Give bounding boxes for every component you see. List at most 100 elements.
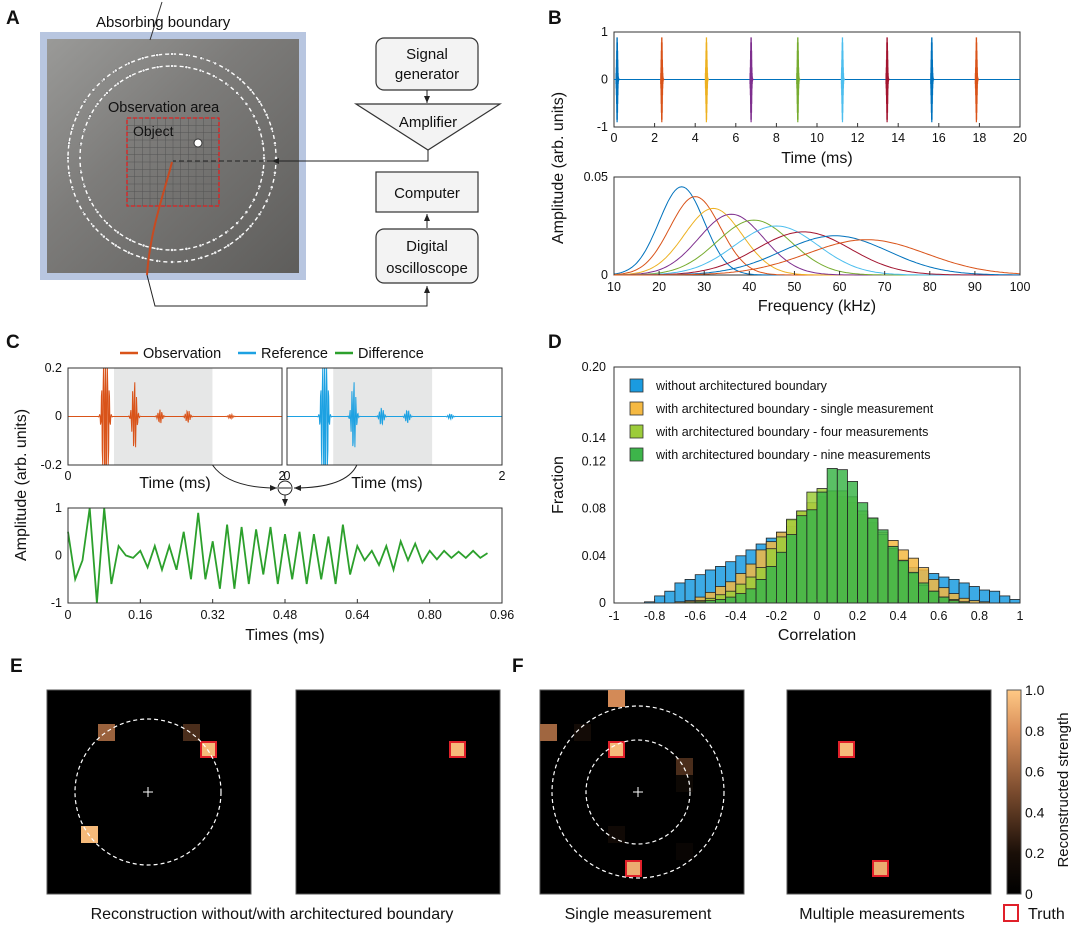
- d-xtick: -0.6: [684, 609, 706, 623]
- d-bar: [654, 595, 666, 604]
- d-xlabel: Correlation: [778, 627, 856, 644]
- resonator-dot: [82, 99, 87, 104]
- resonator-dot: [95, 102, 100, 106]
- c-ylabel: Amplitude (arb. units): [13, 409, 30, 561]
- panel-label-e: E: [10, 656, 23, 677]
- resonator-dot: [235, 91, 239, 95]
- resonator-dot: [75, 112, 80, 117]
- legend-difference: Difference: [358, 346, 424, 362]
- d-bar: [715, 599, 727, 604]
- resonator-dot: [155, 259, 160, 263]
- b-time-xtick: 20: [1013, 131, 1027, 145]
- b-time-ytick: 1: [601, 25, 608, 39]
- d-legend-swatch: [629, 401, 644, 416]
- b-pulse: [840, 37, 845, 123]
- resonator-dot: [66, 156, 70, 160]
- heatmap-cell: [540, 724, 557, 741]
- c-top-ytick: -0.2: [40, 458, 62, 472]
- d-bar: [989, 590, 1001, 604]
- resonator-dot: [78, 156, 82, 160]
- d-bar: [674, 582, 686, 604]
- resonator-dot: [235, 221, 239, 225]
- c-top-ytick: 0: [55, 409, 62, 423]
- resonator-dot: [211, 238, 216, 242]
- resonator-dot: [273, 170, 277, 175]
- c-difference-axes: [67, 507, 503, 604]
- b-pulse: [885, 37, 890, 123]
- c-difference-line: [67, 507, 488, 604]
- resonator-dot: [91, 224, 96, 228]
- resonator-dot: [67, 141, 71, 146]
- b-freq-xtick: 70: [878, 280, 892, 294]
- c-arrow-left: [212, 464, 278, 491]
- d-legend-label: without architectured boundary: [655, 379, 828, 393]
- d-bar: [755, 579, 767, 604]
- panel-label-c: C: [6, 332, 20, 353]
- d-bar: [1009, 599, 1021, 604]
- resonator-dot: [140, 255, 145, 260]
- resonator-dot: [262, 156, 266, 160]
- resonator-dot: [252, 197, 256, 202]
- d-xtick: -0.8: [644, 609, 666, 623]
- d-bar: [979, 589, 990, 604]
- d-bar: [664, 590, 676, 604]
- d-bar: [867, 517, 879, 604]
- d-ytick: 0: [599, 596, 606, 610]
- d-ytick: 0.12: [582, 454, 606, 468]
- resonator-dot: [244, 210, 249, 214]
- b-pulse: [660, 37, 665, 123]
- resonator-dot: [213, 250, 218, 255]
- d-bar: [847, 481, 859, 604]
- b-time-ytick: 0: [601, 73, 608, 87]
- caption-f-multiple: Multiple measurements: [799, 906, 964, 923]
- b-pulse: [974, 37, 979, 123]
- heatmap-E-with: [295, 689, 501, 895]
- c-bottom-xtick: 0.80: [417, 608, 441, 622]
- colorbar-tick: 0.6: [1025, 764, 1045, 780]
- heatmap-cell: [200, 741, 217, 758]
- b-freq-xtick: 90: [968, 280, 982, 294]
- resonator-dot: [238, 77, 242, 82]
- experiment-photo: [40, 1, 306, 280]
- c-bottom-xtick: 0.48: [273, 608, 297, 622]
- d-bar: [816, 491, 828, 604]
- c-bottom-ytick: -1: [51, 596, 62, 610]
- resonator-dot: [257, 127, 262, 132]
- c-observation-waveform: [68, 367, 282, 466]
- d-bar: [836, 469, 848, 604]
- b-spectrum-line: [614, 239, 1021, 276]
- d-xtick: 0.8: [971, 609, 988, 623]
- absorbing-boundary-label: Absorbing boundary: [96, 14, 231, 31]
- resonator-dot: [226, 68, 231, 73]
- resonator-dot: [211, 74, 216, 78]
- resonator-dot: [141, 243, 146, 248]
- resonator-dot: [155, 247, 160, 251]
- resonator-dot: [170, 260, 174, 264]
- truth-marker: [625, 860, 642, 877]
- c-observation-xtick: 0: [65, 469, 72, 483]
- resonator-dot: [244, 102, 249, 106]
- heatmap-cell: [98, 724, 115, 741]
- c-bottom-xtick: 0.32: [200, 608, 224, 622]
- resonator-dot: [213, 61, 218, 66]
- resonator-dot: [257, 99, 262, 104]
- colorbar: [1006, 689, 1022, 895]
- resonator-dot: [113, 68, 118, 73]
- resonator-dot: [238, 234, 242, 239]
- oscilloscope-label-2: oscilloscope: [386, 260, 468, 277]
- c-right-xlabel: Time (ms): [351, 475, 422, 492]
- c-bottom-xlabel: Times (ms): [245, 627, 324, 644]
- b-freq-ytick: 0.05: [584, 170, 608, 184]
- d-ylabel: Fraction: [550, 456, 567, 514]
- d-bar: [725, 596, 737, 604]
- b-time-xtick: 2: [651, 131, 658, 145]
- resonator-dot: [269, 126, 274, 131]
- d-xtick: 0.6: [930, 609, 947, 623]
- b-ylabel: Amplitude (arb. units): [550, 92, 567, 244]
- heatmap-cell: [608, 741, 625, 758]
- c-reference-waveform: [287, 367, 502, 466]
- b-freq-xtick: 100: [1010, 280, 1031, 294]
- resonator-dot: [88, 197, 92, 202]
- f-outer-circle: [551, 705, 725, 879]
